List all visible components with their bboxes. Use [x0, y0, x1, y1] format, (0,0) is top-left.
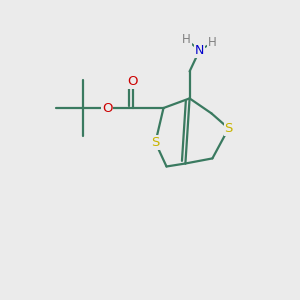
Text: S: S	[224, 122, 233, 135]
Text: S: S	[151, 136, 160, 149]
Text: N: N	[195, 44, 204, 57]
Text: O: O	[127, 75, 138, 88]
Text: O: O	[102, 101, 113, 115]
Text: H: H	[182, 33, 191, 46]
Text: H: H	[208, 36, 217, 49]
